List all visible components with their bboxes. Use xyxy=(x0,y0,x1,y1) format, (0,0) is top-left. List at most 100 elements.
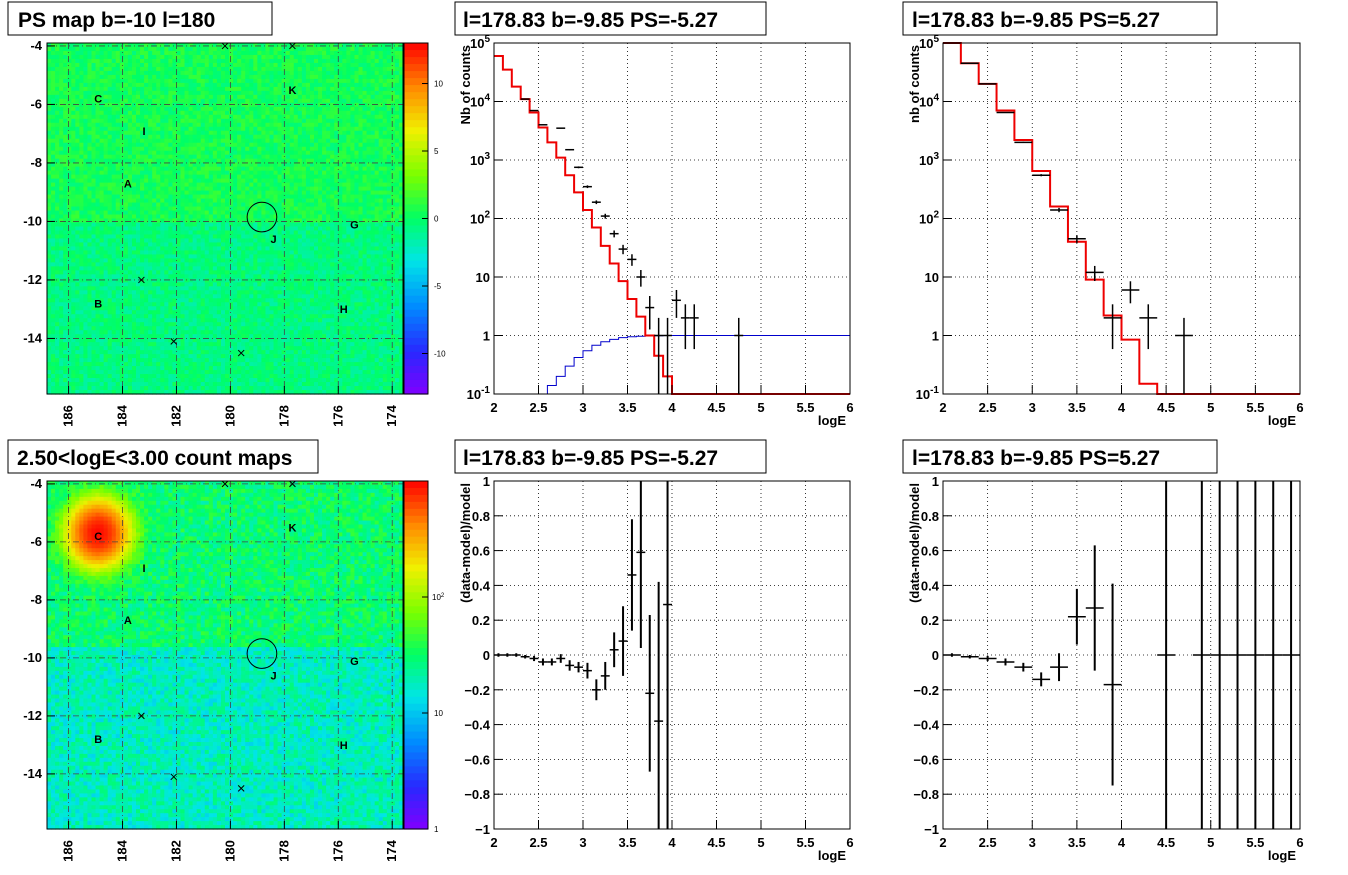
ps-map-cell xyxy=(152,211,157,216)
ps-map-cell xyxy=(257,103,262,108)
ps-map-cell xyxy=(245,266,250,271)
ps-map-cell xyxy=(270,163,275,168)
ps-map-cell xyxy=(63,230,68,235)
ps-map-cell xyxy=(67,215,72,220)
ps-map-cell xyxy=(225,290,230,295)
ps-map-cell xyxy=(181,274,186,279)
ps-map-cell xyxy=(185,274,190,279)
ps-map-cell xyxy=(185,107,190,112)
ps-map-cell xyxy=(144,354,149,359)
ps-map-cell xyxy=(55,47,60,52)
ps-map-cell xyxy=(168,47,173,52)
ps-map-cell xyxy=(209,286,214,291)
ps-map-cell xyxy=(181,230,186,235)
ps-map-cell xyxy=(148,147,153,152)
ps-map-cell xyxy=(160,350,165,355)
ps-map-cell xyxy=(140,179,145,184)
ps-map-cell xyxy=(116,75,121,80)
ps-map-cell xyxy=(217,219,222,224)
ps-map-cell xyxy=(108,270,113,275)
ps-map-cell xyxy=(63,63,68,68)
ps-map-cell xyxy=(92,330,97,335)
ps-map-cell xyxy=(241,246,246,251)
ps-map-cell xyxy=(59,290,64,295)
ps-map-cell xyxy=(140,211,145,216)
ps-map-cell xyxy=(136,211,141,216)
ps-map-cell xyxy=(83,75,88,80)
ps-map-cell xyxy=(225,175,230,180)
ps-map-cell xyxy=(104,155,109,160)
ps-map-cell xyxy=(87,67,92,72)
ps-map-cell xyxy=(181,318,186,323)
ps-map-cell xyxy=(205,322,210,327)
ps-map-cell xyxy=(128,266,133,271)
ps-map-cell xyxy=(160,230,165,235)
ps-map-cell xyxy=(83,131,88,136)
ps-map-cell xyxy=(140,318,145,323)
ps-map-cell xyxy=(213,219,218,224)
ps-map-cell xyxy=(104,294,109,299)
ps-map-cell xyxy=(156,139,161,144)
ps-map-cell xyxy=(209,258,214,263)
ps-map-cell xyxy=(176,63,181,68)
ps-map-cell xyxy=(67,47,72,52)
ps-map-cell xyxy=(108,342,113,347)
ps-map-cell xyxy=(197,338,202,343)
ps-map-cell xyxy=(96,51,101,56)
ps-map-cell xyxy=(160,266,165,271)
ps-map-cell xyxy=(176,282,181,287)
ps-map-cell xyxy=(217,338,222,343)
ps-map-cell xyxy=(92,362,97,367)
ps-map-cell xyxy=(205,338,210,343)
ps-map-cell xyxy=(261,127,266,132)
ps-map-cell xyxy=(217,115,222,120)
ps-map-cell xyxy=(112,219,117,224)
ps-map-cell xyxy=(274,274,279,279)
ps-map-cell xyxy=(59,374,64,379)
ps-map-cell xyxy=(225,167,230,172)
ps-map-cell xyxy=(261,298,266,303)
ps-map-cell xyxy=(152,191,157,196)
ps-map-cell xyxy=(67,59,72,64)
ps-map-cell xyxy=(225,330,230,335)
ps-map-cell xyxy=(132,59,137,64)
ps-map-cell xyxy=(160,294,165,299)
ps-map-cell xyxy=(83,294,88,299)
ps-map-cell xyxy=(96,354,101,359)
ps-map-cell xyxy=(241,131,246,136)
ps-map-cell xyxy=(221,314,226,319)
ps-map-cell xyxy=(75,167,80,172)
ps-map-cell xyxy=(253,107,258,112)
ps-map-cell xyxy=(116,87,121,92)
ps-map-cell xyxy=(189,374,194,379)
ps-map-cell xyxy=(270,67,275,72)
ps-map-cell xyxy=(225,358,230,363)
ps-map-cell xyxy=(112,302,117,307)
ps-map-cell xyxy=(249,342,254,347)
ps-map-cell xyxy=(63,322,68,327)
ps-map-cell xyxy=(209,270,214,275)
ps-map-cell xyxy=(96,238,101,243)
ps-map-cell xyxy=(229,222,234,227)
ps-map-cell xyxy=(233,362,238,367)
ps-map-cell xyxy=(274,63,279,68)
ps-map-cell xyxy=(176,350,181,355)
ps-map-cell xyxy=(100,47,105,52)
ps-map-cell xyxy=(144,103,149,108)
ps-map-cell xyxy=(96,330,101,335)
ps-map-cell xyxy=(185,87,190,92)
ps-map-cell xyxy=(213,350,218,355)
ps-map-cell xyxy=(71,378,76,383)
ps-map-cell xyxy=(112,83,117,88)
ps-map-cell xyxy=(189,99,194,104)
ps-map-cell xyxy=(47,143,52,148)
ps-map-cell xyxy=(197,107,202,112)
ps-map-cell xyxy=(185,119,190,124)
ps-map-cell xyxy=(144,306,149,311)
ps-map-cell xyxy=(144,314,149,319)
ps-map-cell xyxy=(181,306,186,311)
ps-map-cell xyxy=(75,179,80,184)
ps-map-cell xyxy=(160,338,165,343)
ps-map-cell xyxy=(253,51,258,56)
ps-map-cell xyxy=(51,195,56,200)
